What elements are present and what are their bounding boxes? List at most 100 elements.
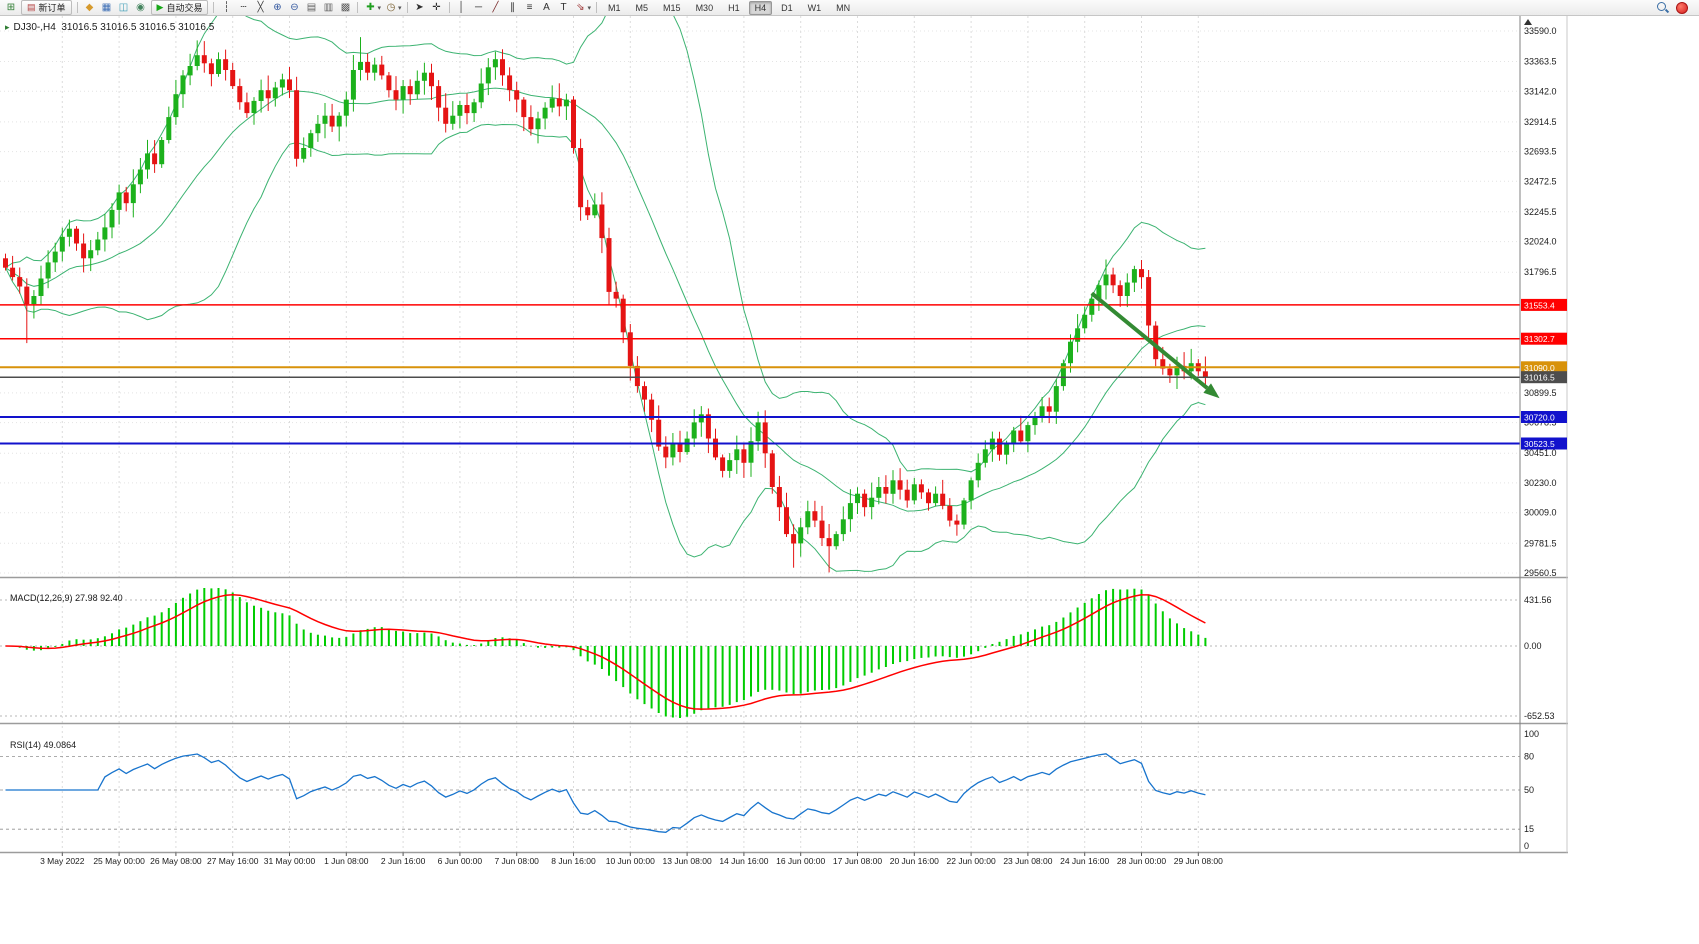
notification-badge[interactable] [1676,1,1688,14]
horizontal-line-icon[interactable]: ┄ [240,1,247,13]
time-axis-label: 25 May 00:00 [93,856,145,866]
time-axis-label: 7 Jun 08:00 [494,856,539,866]
zoom-out-icon[interactable]: ⊖ [290,1,299,13]
candle-body [471,102,477,114]
candle-body [578,148,584,208]
candle-body [812,511,818,521]
macd-signal-line [5,594,1206,710]
new-chart-icon[interactable]: ⊞ [6,1,16,13]
candle-body [95,239,101,251]
candle-body [322,115,328,124]
timeframe-w1[interactable]: W1 [807,2,822,13]
zoom-in-icon[interactable]: ⊕ [273,1,282,13]
timeframe-mn[interactable]: MN [836,2,851,13]
candle-body [116,192,122,210]
period-icon[interactable]: ◷ [386,1,396,13]
candle-body [109,209,115,228]
bollinger-middle [5,87,1206,512]
candle-body [634,365,640,387]
timeframe-m1[interactable]: M1 [608,2,621,13]
candle-body [308,133,314,148]
chart-canvas: 33590.0 33363.5 33142.0 32914.5 32693.5 32472… [0,16,1568,866]
text-label-icon[interactable]: T [560,1,567,13]
draw-hline-icon[interactable]: ─ [474,1,483,13]
timeframe-m30[interactable]: M30 [695,2,714,13]
add-indicator-icon-dropdown[interactable]: ▾ [377,4,381,12]
vertical-line-icon[interactable]: ┆ [223,1,230,13]
candlesticks [3,37,1208,573]
candle-body [713,438,718,458]
candle-body [1032,417,1038,426]
candle-body [1202,371,1208,378]
price-axis-label: 32693.5 [1524,147,1557,157]
candle-body [549,98,555,108]
price-axis-label: 32024.0 [1524,237,1557,247]
horizontal-lines[interactable] [0,304,1520,445]
new-order-button-icon: ▤ [27,2,36,12]
candle-body [66,228,72,237]
draw-trendline-icon[interactable]: ╱ [492,1,499,13]
toolbar-separator [448,2,450,13]
price-tag [1521,332,1567,345]
period-icon-dropdown[interactable]: ▾ [397,4,402,12]
navigator-icon[interactable]: ◉ [136,1,145,13]
time-axis-label: 27 May 16:00 [207,856,259,866]
price-axis-label: 33142.0 [1524,86,1557,96]
candle-body [947,505,953,521]
candle-body [698,414,704,423]
draw-vline-icon[interactable]: │ [458,1,465,13]
auto-trading-button[interactable]: ▶ 自动交易 [150,0,209,15]
macd-signal-value: 92.40 [100,593,123,603]
candle-body [741,449,747,463]
timeframe-d1[interactable]: D1 [781,2,793,13]
candle-body [933,493,939,504]
add-indicator-icon[interactable]: ✚ [366,1,375,13]
candle-body [343,99,349,116]
data-window-icon[interactable]: ◫ [118,1,129,13]
candle-body [840,519,846,535]
one-click-trading-icon[interactable]: ▸ [5,22,10,32]
timeframe-group: M1 M5 M15 M30 H1 H4 D1 W1 MN [601,0,857,15]
profiles-icon[interactable]: ◆ [85,1,94,13]
candle-body [514,90,520,100]
price-axis-label: 30230.0 [1524,478,1557,488]
timeframe-h4[interactable]: H4 [748,0,773,15]
timeframe-m15[interactable]: M15 [663,2,681,13]
cursor-icon[interactable]: ➤ [415,1,424,13]
tile-horizontal-icon[interactable]: ▤ [306,1,317,13]
cascade-windows-icon[interactable]: ▩ [340,1,351,13]
candle-body [819,520,825,539]
fibonacci-icon[interactable]: ≡ [526,1,533,13]
search-icon[interactable] [1656,1,1669,14]
candle-body [1011,430,1017,444]
market-watch-icon[interactable]: ▦ [101,1,112,13]
candle-body [130,184,136,204]
candle-body [563,99,569,107]
draw-channel-icon[interactable]: ∥ [510,1,515,13]
text-icon[interactable]: A [543,1,550,13]
candle-body [251,100,257,113]
candle-body [173,94,179,118]
tile-vertical-icon[interactable]: ▥ [323,1,334,13]
candle-body [627,332,633,366]
cross-lines-icon[interactable]: ╳ [257,1,264,13]
candle-body [1124,282,1130,296]
candle-body [201,55,207,64]
candle-body [1117,285,1123,296]
trend-arrow[interactable] [1090,291,1220,399]
grid [0,16,1520,852]
crosshair-icon[interactable]: ✛ [432,1,441,13]
time-axis-label: 23 Jun 08:00 [1003,856,1052,866]
new-order-button[interactable]: ▤ 新订单 [21,0,72,15]
timeframe-m5[interactable]: M5 [635,2,649,13]
candle-body [45,262,51,279]
arrows-icon-dropdown[interactable]: ▾ [587,4,592,12]
candle-body [393,90,399,100]
time-axis-label: 26 May 08:00 [150,856,202,866]
candle-body [152,153,158,165]
arrows-icon[interactable]: ⇘ [576,1,585,13]
candle-body [265,90,271,99]
rsi-line [5,753,1206,833]
candle-body [982,449,988,463]
timeframe-h1[interactable]: H1 [728,2,740,13]
